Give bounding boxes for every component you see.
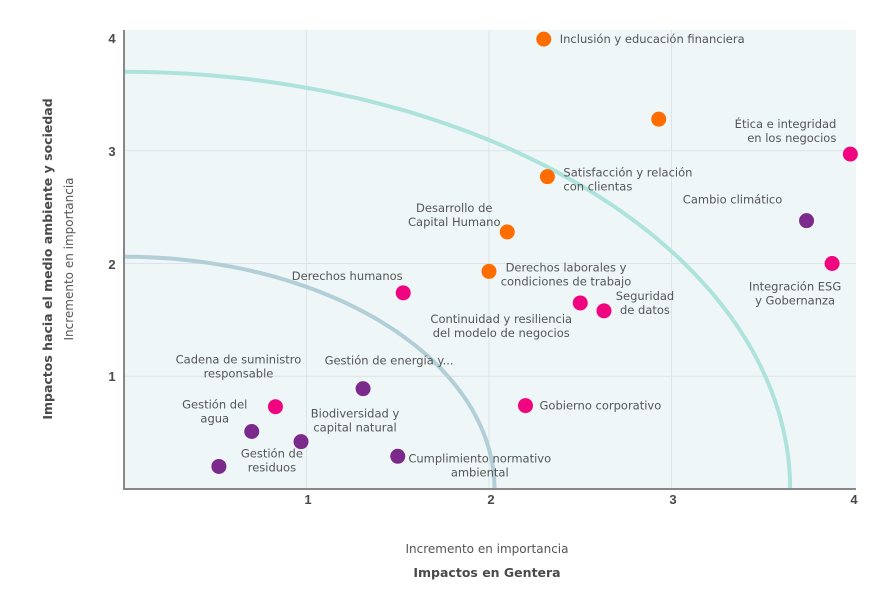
data-points	[211, 31, 858, 474]
data-label: Satisfacción y relación con clientas	[563, 166, 692, 194]
data-label-line: capital natural	[313, 421, 396, 435]
data-label-line: Seguridad	[616, 289, 675, 303]
x-tick-label: 2	[487, 492, 494, 507]
data-label-line: Cambio climático	[683, 193, 783, 207]
data-label-line: Derechos humanos	[292, 269, 403, 283]
point-labels: Inclusión y educación financiera Ética e …	[176, 32, 842, 479]
data-label-line: y Gobernanza	[755, 294, 835, 308]
data-label-line: con clientas	[563, 180, 632, 194]
data-label: Gestión del agua	[182, 397, 247, 425]
y-tick-label: 2	[108, 257, 115, 272]
data-label: Derechos humanos	[292, 269, 403, 283]
data-label-line: de datos	[620, 303, 670, 317]
data-label-line: Cumplimiento normativo	[408, 451, 551, 465]
data-label-line: Derechos laborales y	[506, 260, 627, 274]
data-label-line: Inclusión y educación financiera	[560, 32, 745, 46]
data-label: Gestión de energía y...	[325, 354, 454, 368]
data-label-line: ambiental	[451, 465, 509, 479]
data-label-line: Ética e integridad	[735, 116, 837, 131]
data-label-line: Gestión de energía y...	[325, 354, 454, 368]
data-label-line: responsable	[204, 367, 274, 381]
data-label-line: Gestión de	[241, 446, 303, 460]
data-label-line: Desarrollo de	[416, 201, 492, 215]
data-label: Integración ESG y Gobernanza	[749, 280, 841, 308]
x-tick-label: 4	[850, 492, 858, 507]
data-label-line: condiciones de trabajo	[501, 274, 632, 288]
gridlines	[124, 30, 856, 489]
data-label: Cumplimiento normativo ambiental	[408, 451, 551, 479]
data-point	[651, 111, 667, 127]
data-label-line: del modelo de negocios	[433, 326, 570, 340]
data-label: Ética e integridad en los negocios	[735, 116, 837, 145]
data-label: Gestión de residuos	[241, 446, 303, 474]
data-point	[842, 146, 858, 162]
data-point	[824, 256, 840, 271]
data-point	[518, 398, 533, 414]
data-point	[799, 213, 815, 229]
data-point	[355, 381, 371, 397]
data-point	[596, 303, 612, 319]
data-label-line: Cadena de suministro	[176, 353, 302, 367]
data-label-line: en los negocios	[747, 131, 836, 145]
data-point	[244, 423, 260, 439]
data-label-line: Gestión del	[182, 397, 247, 411]
axes	[123, 30, 856, 490]
y-tick-label: 3	[108, 144, 115, 159]
data-point	[211, 458, 227, 474]
data-label: Biodiversidad y capital natural	[311, 407, 400, 435]
x-tick-label: 1	[304, 492, 311, 507]
data-point	[390, 448, 406, 464]
data-label-line: Gobierno corporativo	[540, 399, 662, 413]
x-tick-label: 3	[669, 492, 676, 507]
data-label-line: Satisfacción y relación	[563, 166, 692, 180]
y-axis-subtitle: Incremento en importancia	[62, 177, 76, 340]
data-label: Gobierno corporativo	[540, 399, 662, 413]
data-point	[481, 263, 497, 279]
data-point	[395, 285, 411, 301]
data-label: Cadena de suministro responsable	[176, 353, 302, 381]
data-label: Continuidad y resiliencia del modelo de n…	[430, 312, 572, 340]
tick-labels: 1 2 3 4 1 2 3 4	[108, 31, 858, 507]
data-label-line: Capital Humano	[408, 215, 501, 229]
plot-area	[124, 30, 856, 489]
x-axis-subtitle: Incremento en importancia	[405, 542, 568, 556]
y-tick-label: 4	[108, 31, 116, 46]
data-point	[536, 31, 552, 47]
data-label-line: Biodiversidad y	[311, 407, 400, 421]
data-label-line: residuos	[248, 460, 296, 474]
data-point	[267, 399, 283, 415]
data-point	[293, 434, 309, 450]
outer-threshold-curve	[123, 69, 793, 490]
inner-threshold-curve	[123, 254, 497, 490]
data-label: Seguridad de datos	[616, 289, 675, 317]
data-label: Inclusión y educación financiera	[560, 32, 745, 46]
data-label: Cambio climático	[683, 193, 783, 207]
y-axis-title: Impactos hacia el medio ambiente y socie…	[40, 98, 55, 419]
data-point	[572, 295, 588, 311]
y-tick-label: 1	[108, 369, 115, 384]
data-label-line: Continuidad y resiliencia	[430, 312, 572, 326]
data-label-line: Integración ESG	[749, 280, 841, 294]
data-label-line: agua	[200, 411, 229, 425]
data-label: Desarrollo de Capital Humano	[408, 201, 501, 229]
data-point	[499, 224, 515, 240]
threshold-curves	[123, 69, 793, 490]
data-label: Derechos laborales y condiciones de traba…	[501, 260, 632, 288]
data-point	[539, 169, 555, 185]
x-axis-title: Impactos en Gentera	[413, 565, 560, 580]
